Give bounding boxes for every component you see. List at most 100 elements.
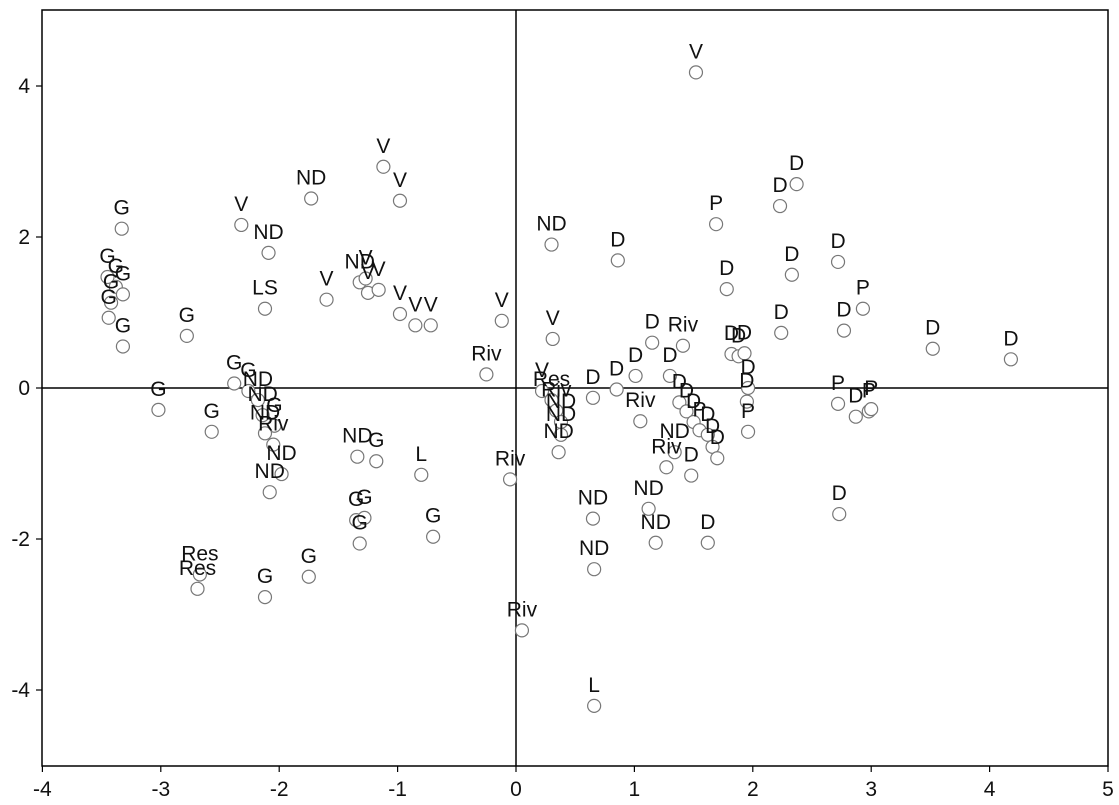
y-tick-label: -2 bbox=[11, 528, 30, 551]
point-label: P bbox=[693, 398, 707, 421]
data-point bbox=[257, 301, 273, 316]
data-point bbox=[101, 310, 116, 325]
point-label: D bbox=[609, 358, 624, 381]
data-point bbox=[267, 418, 282, 433]
data-point bbox=[262, 485, 277, 500]
data-point bbox=[610, 253, 625, 268]
point-label: V bbox=[546, 307, 560, 330]
point-label: D bbox=[784, 243, 799, 266]
point-label: D bbox=[585, 366, 600, 389]
data-point bbox=[255, 408, 270, 423]
data-point bbox=[204, 424, 219, 439]
data-point bbox=[662, 368, 678, 384]
point-label: ND bbox=[543, 420, 573, 443]
point-label: ND bbox=[253, 221, 283, 244]
data-point bbox=[830, 254, 846, 270]
data-point bbox=[855, 301, 871, 316]
data-point bbox=[772, 198, 788, 214]
point-label: G bbox=[99, 245, 115, 268]
x-tick-label: -4 bbox=[33, 778, 52, 801]
data-point bbox=[719, 281, 734, 297]
data-point bbox=[708, 217, 724, 232]
point-label: Riv bbox=[507, 598, 538, 621]
data-point bbox=[688, 65, 704, 80]
data-point bbox=[667, 445, 682, 460]
data-point bbox=[830, 396, 846, 411]
point-label: D bbox=[662, 344, 677, 367]
data-point bbox=[250, 392, 265, 408]
point-label: G bbox=[266, 394, 282, 417]
data-point bbox=[151, 402, 166, 417]
data-point bbox=[739, 394, 754, 409]
point-label: D bbox=[789, 152, 804, 175]
data-point bbox=[426, 529, 441, 544]
point-label: D bbox=[628, 344, 643, 367]
data-point bbox=[494, 313, 509, 328]
data-point bbox=[587, 562, 602, 577]
point-label: G bbox=[425, 505, 441, 528]
point-label: D bbox=[645, 311, 660, 334]
point-label: G bbox=[368, 429, 384, 452]
point-label: V bbox=[376, 135, 390, 158]
data-point bbox=[784, 267, 799, 282]
point-label: P bbox=[831, 372, 845, 395]
point-label: L bbox=[588, 674, 600, 697]
data-point bbox=[227, 376, 242, 391]
data-point bbox=[357, 510, 372, 525]
data-point bbox=[502, 472, 518, 487]
point-label: ND bbox=[641, 511, 671, 534]
data-point bbox=[423, 318, 438, 333]
x-tick-label: 0 bbox=[510, 778, 522, 801]
data-point bbox=[266, 437, 281, 452]
point-label: G bbox=[356, 486, 372, 509]
data-point bbox=[1003, 352, 1019, 367]
data-point bbox=[609, 382, 624, 397]
point-label: Riv bbox=[625, 389, 656, 412]
point-label: ND bbox=[578, 487, 608, 510]
point-label: P bbox=[864, 377, 878, 400]
data-points bbox=[100, 65, 1019, 713]
point-label: P bbox=[856, 277, 870, 300]
y-tick-label: 4 bbox=[18, 75, 30, 98]
point-label: Riv bbox=[471, 342, 502, 365]
point-label: Res bbox=[181, 542, 218, 565]
y-tick-label: -4 bbox=[11, 679, 30, 702]
data-point bbox=[371, 282, 386, 297]
point-label: D bbox=[684, 444, 699, 467]
point-label: G bbox=[179, 304, 195, 327]
point-label: D bbox=[830, 230, 845, 253]
point-label: D bbox=[719, 257, 734, 280]
axis-ticks: -4 -3 -2 -1 0 1 2 3 4 5 4 2 0 -2 -4 bbox=[11, 75, 1114, 801]
point-label: G bbox=[204, 400, 220, 423]
point-label: D bbox=[740, 356, 755, 379]
data-point bbox=[659, 460, 674, 475]
data-point bbox=[257, 590, 273, 605]
data-point bbox=[645, 335, 660, 350]
point-label: P bbox=[709, 192, 723, 215]
point-label: D bbox=[700, 511, 715, 534]
point-label: ND bbox=[250, 401, 280, 424]
data-point bbox=[234, 217, 249, 233]
data-point bbox=[369, 454, 384, 469]
point-label: G bbox=[301, 545, 317, 568]
data-point bbox=[832, 506, 847, 522]
point-label: G bbox=[114, 197, 130, 220]
data-point bbox=[700, 427, 715, 442]
point-label: ND bbox=[266, 442, 296, 465]
data-point bbox=[479, 367, 494, 382]
data-point bbox=[836, 323, 852, 338]
data-point bbox=[633, 414, 648, 429]
point-label: D bbox=[672, 370, 687, 393]
x-tick-label: 4 bbox=[984, 778, 996, 801]
data-point bbox=[684, 468, 699, 483]
point-label: ND bbox=[255, 460, 285, 483]
point-label: ND bbox=[579, 537, 609, 560]
data-point bbox=[100, 269, 115, 285]
point-label: G bbox=[115, 314, 131, 337]
data-point bbox=[319, 292, 334, 307]
point-label: D bbox=[848, 385, 863, 408]
data-point bbox=[679, 404, 694, 419]
data-point bbox=[376, 159, 391, 174]
